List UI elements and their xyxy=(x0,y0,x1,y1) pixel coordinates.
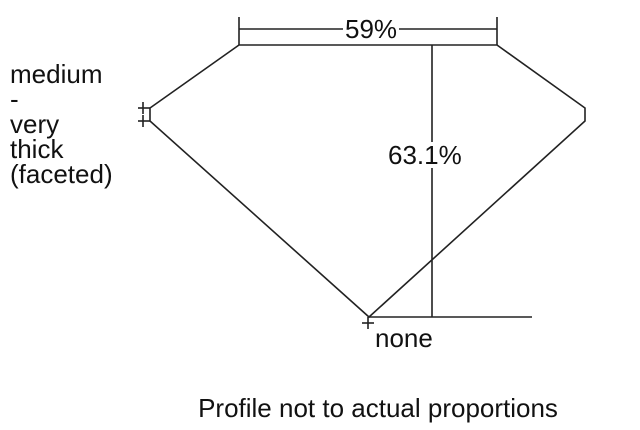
culet-label: none xyxy=(375,323,433,353)
proportions-note: Profile not to actual proportions xyxy=(198,393,558,423)
culet-marker xyxy=(362,317,374,329)
gem-outline xyxy=(149,44,586,319)
girdle-marker xyxy=(138,102,150,127)
table-percent-label: 59% xyxy=(343,14,400,44)
depth-percent-label: 63.1% xyxy=(388,140,462,170)
girdle-label: medium - very thick (faceted) xyxy=(10,59,113,189)
